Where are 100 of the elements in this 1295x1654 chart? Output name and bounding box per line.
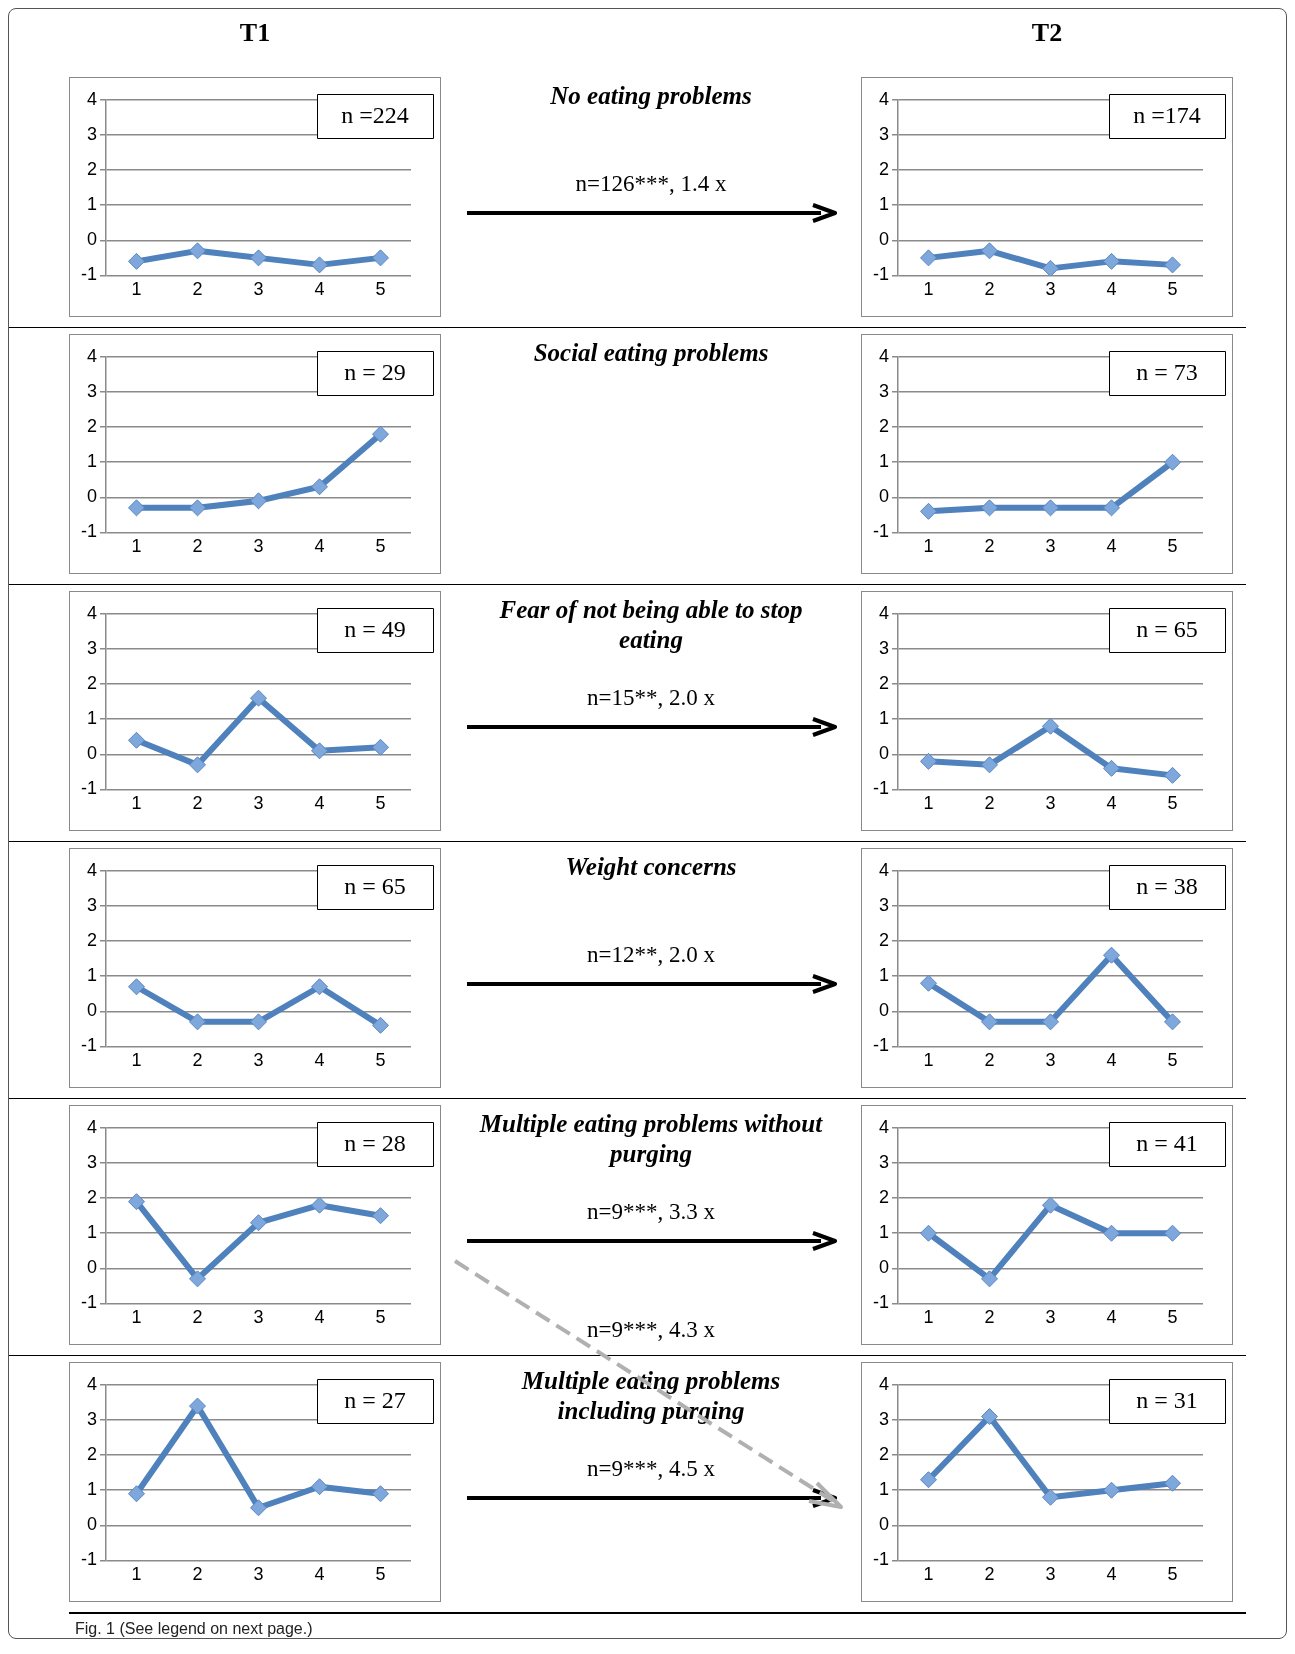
x-tick-label: 4 [1106, 1564, 1117, 1585]
point [1042, 1488, 1059, 1506]
y-tick-label: 0 [86, 1257, 97, 1278]
x-tick-label: 5 [375, 1564, 386, 1585]
y-tick-label: -1 [80, 1035, 97, 1056]
text: n=126***, 1.4 x [574, 171, 728, 197]
point [1103, 1481, 1120, 1499]
y-tick-label: 0 [878, 229, 889, 250]
x-tick-label: 5 [1167, 1564, 1178, 1585]
text: n=9***, 4.5 x [586, 1456, 716, 1482]
text: Social eating problems [532, 338, 770, 368]
y-tick-label: 0 [86, 229, 97, 250]
point [1103, 499, 1120, 517]
y-tick-label: -1 [80, 778, 97, 799]
y-tick-label: -1 [872, 1035, 889, 1056]
y-tick-label: 3 [878, 1409, 889, 1430]
x-tick-label: 4 [314, 1050, 325, 1071]
point [189, 242, 206, 260]
point [920, 1224, 937, 1242]
point [1103, 946, 1120, 964]
y-tick-label: 4 [86, 1116, 97, 1137]
point [1164, 453, 1181, 471]
annotation: n = 29 [344, 359, 406, 386]
y-tick-label: 3 [86, 895, 97, 916]
y-tick-label: 4 [878, 859, 889, 880]
annotation: n = 41 [1136, 1130, 1198, 1157]
point [250, 1013, 267, 1031]
y-tick-label: 1 [86, 708, 97, 729]
point [1042, 1196, 1059, 1214]
y-tick-label: -1 [80, 1549, 97, 1570]
x-tick-label: 2 [984, 1307, 995, 1328]
y-tick-label: 4 [878, 602, 889, 623]
y-tick-label: -1 [80, 264, 97, 285]
y-tick-label: 2 [86, 930, 97, 951]
y-tick-label: 2 [86, 159, 97, 180]
point [1164, 1224, 1181, 1242]
x-tick-label: 3 [253, 279, 264, 300]
x-tick-label: 4 [1106, 1050, 1117, 1071]
y-tick-label: 3 [86, 1152, 97, 1173]
text: n=15**, 2.0 x [586, 685, 716, 711]
point [920, 974, 937, 992]
text: Multiple eating problems without purging [478, 1109, 824, 1169]
point [372, 1485, 389, 1503]
x-tick-label: 5 [1167, 793, 1178, 814]
y-tick-label: -1 [872, 778, 889, 799]
point [189, 499, 206, 517]
y-tick-label: 1 [86, 1479, 97, 1500]
x-tick-label: 2 [984, 793, 995, 814]
y-tick-label: 1 [878, 1479, 889, 1500]
point [250, 1214, 267, 1232]
point [372, 1207, 389, 1225]
y-tick-label: 2 [878, 1444, 889, 1465]
x-tick-label: 2 [192, 536, 203, 557]
point [372, 738, 389, 756]
x-tick-label: 5 [1167, 279, 1178, 300]
y-tick-label: -1 [872, 1292, 889, 1313]
x-tick-label: 3 [1045, 1307, 1056, 1328]
x-tick-label: 1 [131, 536, 142, 557]
y-tick-label: 3 [878, 638, 889, 659]
y-tick-label: 0 [878, 1514, 889, 1535]
point [311, 742, 328, 760]
point [311, 1196, 328, 1214]
y-tick-label: -1 [872, 1549, 889, 1570]
x-tick-label: 4 [314, 1307, 325, 1328]
text: n=9***, 3.3 x [586, 1199, 716, 1225]
x-tick-label: 2 [192, 1307, 203, 1328]
x-tick-label: 2 [192, 793, 203, 814]
y-tick-label: 3 [878, 895, 889, 916]
point [189, 1397, 206, 1415]
point [189, 756, 206, 774]
x-tick-label: 1 [131, 793, 142, 814]
point [372, 425, 389, 443]
point [128, 1485, 145, 1503]
y-tick-label: 2 [86, 1187, 97, 1208]
point [1042, 1013, 1059, 1031]
y-tick-label: 2 [878, 159, 889, 180]
y-tick-label: 4 [878, 345, 889, 366]
y-tick-label: 1 [86, 1222, 97, 1243]
point [128, 1193, 145, 1211]
x-tick-label: 3 [253, 536, 264, 557]
y-tick-label: 1 [86, 965, 97, 986]
x-tick-label: 4 [314, 536, 325, 557]
y-tick-label: 0 [86, 1000, 97, 1021]
annotation: n =174 [1133, 102, 1201, 129]
y-tick-label: 3 [86, 124, 97, 145]
y-tick-label: 4 [86, 88, 97, 109]
chart-title: T2 [1031, 18, 1063, 47]
annotation: n = 65 [1136, 616, 1198, 643]
y-tick-label: 3 [86, 1409, 97, 1430]
annotation: n = 73 [1136, 359, 1198, 386]
x-tick-label: 1 [923, 536, 934, 557]
point [981, 1408, 998, 1426]
x-tick-label: 5 [375, 279, 386, 300]
x-tick-label: 3 [253, 1564, 264, 1585]
x-tick-label: 3 [253, 1307, 264, 1328]
y-tick-label: 0 [86, 486, 97, 507]
point [372, 249, 389, 267]
x-tick-label: 2 [984, 1050, 995, 1071]
y-tick-label: 2 [86, 416, 97, 437]
x-tick-label: 5 [1167, 1307, 1178, 1328]
